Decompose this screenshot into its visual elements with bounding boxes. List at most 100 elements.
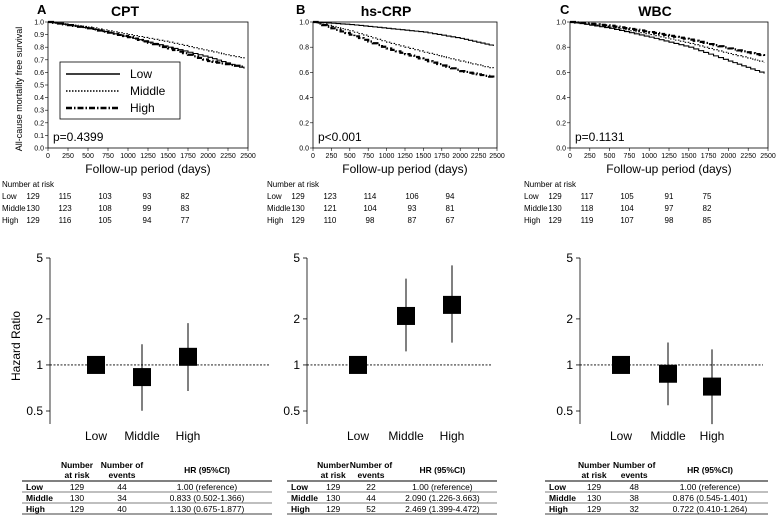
km-b-risk-value: 104 — [363, 204, 377, 213]
hr-a-table-hr: 1.130 (0.675-1.877) — [170, 504, 245, 514]
km-c-risk-row-label: Low — [524, 192, 539, 201]
km-b-ytick-label: 0.4 — [299, 95, 309, 102]
hr-b-table-row-label: Low — [291, 482, 308, 492]
km-a-legend-label-middle: Middle — [130, 84, 166, 98]
hr-b-point-middle — [397, 306, 415, 325]
hr-a-table-header-n-1: Number — [61, 460, 94, 470]
km-a-risk-value: 94 — [143, 216, 152, 225]
hr-c-point-middle — [659, 364, 677, 383]
km-b-risk-header: Number at risk — [267, 180, 320, 189]
km-c-risk-value: 98 — [665, 216, 674, 225]
km-b-ytick-label: 1.0 — [299, 20, 309, 27]
km-c-risk-value: 129 — [548, 192, 562, 201]
km-c-ytick-label: 0.0 — [556, 146, 566, 153]
km-a-risk-row-label: Low — [2, 192, 17, 201]
km-a-risk-value: 115 — [59, 192, 72, 201]
km-a-risk-value: 108 — [98, 204, 112, 213]
km-c-series-low — [570, 21, 765, 74]
hr-c-table-hr: 1.00 (reference) — [680, 482, 741, 492]
km-a-risk-value: 93 — [143, 192, 152, 201]
km-a-xtick-label: 250 — [62, 153, 74, 160]
km-c-xtick-label: 2000 — [721, 153, 737, 160]
km-c-ytick-label: 0.6 — [556, 70, 566, 77]
hr-b-table-header-e-2: events — [358, 470, 385, 480]
km-a-ytick-label: 0.4 — [34, 95, 44, 102]
hr-a-table-hr: 1.00 (reference) — [177, 482, 238, 492]
km-a-risk-value: 99 — [143, 204, 152, 213]
km-b-xtick-label: 1000 — [379, 153, 395, 160]
hr-b-table-hr: 1.00 (reference) — [412, 482, 473, 492]
hr-b-table-row-label: Middle — [291, 493, 318, 503]
hr-a-table-n: 129 — [70, 482, 84, 492]
km-b-series-high — [313, 20, 495, 78]
hr-b-table-header-n-1: Number — [317, 460, 350, 470]
hr-a-table-events: 40 — [117, 504, 127, 514]
hr-c-table-header-e-1: Number of — [613, 460, 656, 470]
hr-c-table-header-n-1: Number — [578, 460, 611, 470]
km-c-risk-value: 91 — [665, 192, 674, 201]
km-c-xlabel: Follow-up period (days) — [606, 162, 731, 176]
hr-b-category-label: High — [440, 429, 465, 443]
hr-a-table-header-e-1: Number of — [101, 460, 144, 470]
km-a-ytick-label: 0.5 — [34, 83, 44, 90]
km-a-xtick-label: 2250 — [220, 153, 236, 160]
km-c-risk-value: 117 — [581, 192, 594, 201]
km-b-risk-value: 114 — [364, 192, 377, 201]
km-a-xtick-label: 2500 — [240, 153, 256, 160]
km-b-risk-value: 123 — [323, 192, 337, 201]
km-a-legend-label-high: High — [130, 101, 155, 115]
km-a-risk-value: 105 — [98, 216, 112, 225]
hr-c-table-row-label: Low — [549, 482, 566, 492]
hr-c-ytick-label: 0.5 — [556, 404, 573, 418]
km-a-ytick-label: 0.1 — [34, 133, 44, 140]
hr-a-table-hr: 0.833 (0.502-1.366) — [170, 493, 245, 503]
hr-b-category-label: Middle — [388, 429, 424, 443]
km-a-xtick-label: 1250 — [140, 153, 156, 160]
hr-c-category-label: Middle — [650, 429, 686, 443]
km-c-xtick-label: 0 — [568, 153, 572, 160]
hr-c-table-row-label: Middle — [549, 493, 576, 503]
km-c-pvalue: p=0.1131 — [575, 130, 625, 144]
hr-c-table-events: 48 — [629, 482, 639, 492]
hr-a-table-header-e-2: events — [109, 470, 136, 480]
km-b-risk-value: 98 — [366, 216, 375, 225]
km-c-risk-value: 82 — [703, 204, 712, 213]
km-a-risk-value: 103 — [98, 192, 112, 201]
hr-b-table-header-hr: HR (95%CI) — [419, 465, 465, 475]
hr-b-table-n: 129 — [326, 482, 340, 492]
km-a-xtick-label: 1000 — [120, 153, 136, 160]
hr-b-table-events: 44 — [366, 493, 376, 503]
km-c-xtick-label: 1250 — [661, 153, 677, 160]
hr-b-table-row-label: High — [291, 504, 310, 514]
hr-b-point-low — [349, 355, 367, 374]
km-a-pvalue: p=0.4399 — [53, 130, 104, 144]
hr-a-table-header-n-2: at risk — [64, 470, 89, 480]
hr-b-point-high — [443, 295, 461, 314]
km-a-ytick-label: 0.3 — [34, 108, 44, 115]
km-b-xtick-label: 1500 — [416, 153, 432, 160]
hr-b-table-hr: 2.090 (1.226-3.663) — [405, 493, 480, 503]
km-b-risk-value: 129 — [291, 216, 305, 225]
km-b-risk-value: 130 — [291, 204, 305, 213]
km-a-risk-value: 116 — [59, 216, 72, 225]
hr-c-table-events: 38 — [629, 493, 639, 503]
km-a-risk-value: 129 — [26, 192, 40, 201]
km-c-risk-value: 129 — [548, 216, 562, 225]
hr-a-point-middle — [133, 368, 151, 387]
km-b-xtick-label: 750 — [362, 153, 374, 160]
km-a-ytick-label: 0.0 — [34, 146, 44, 153]
hr-a-point-high — [179, 347, 197, 366]
hr-a-table-row-label: Low — [26, 482, 43, 492]
km-b-ytick-label: 0.2 — [299, 120, 309, 127]
km-b-xtick-label: 1250 — [397, 153, 413, 160]
hr-a-point-low — [87, 355, 105, 374]
hr-c-table-hr: 0.722 (0.410-1.264) — [673, 504, 748, 514]
km-b-ytick-label: 0.6 — [299, 70, 309, 77]
hr-b-table-n: 129 — [326, 504, 340, 514]
km-b-xtick-label: 250 — [326, 153, 338, 160]
hr-c-table-events: 32 — [629, 504, 639, 514]
km-a-xtick-label: 0 — [46, 153, 50, 160]
hr-a-category-label: High — [176, 429, 201, 443]
hr-a-ytick-label: 1 — [36, 358, 43, 372]
